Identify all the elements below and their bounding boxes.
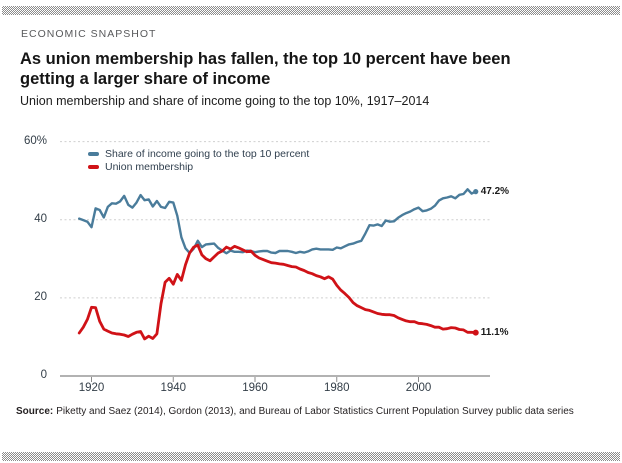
legend-item-income-share: Share of income going to the top 10 perc… [88,147,309,160]
source-text: Piketty and Saez (2014), Gordon (2013), … [56,406,574,417]
legend-label-union: Union membership [105,160,194,173]
source-prefix: Source: [16,406,54,417]
legend-label-income: Share of income going to the top 10 perc… [105,147,310,160]
top-border-bar [2,6,620,15]
bottom-border-bar [2,452,620,461]
page-title-line-2: getting a larger share of income [20,70,271,88]
legend-swatch-union-icon [88,164,99,169]
chart-subtitle: Union membership and share of income goi… [20,94,430,108]
legend-item-union-membership: Union membership [88,160,309,173]
kicker: ECONOMIC SNAPSHOT [21,28,157,40]
chart-legend: Share of income going to the top 10 perc… [88,147,309,173]
page-title: As union membership has fallen, the top … [20,49,511,89]
page-title-line-1: As union membership has fallen, the top … [20,50,511,68]
source-note: Source: Piketty and Saez (2014), Gordon (… [16,406,574,417]
legend-swatch-income-icon [88,151,99,156]
